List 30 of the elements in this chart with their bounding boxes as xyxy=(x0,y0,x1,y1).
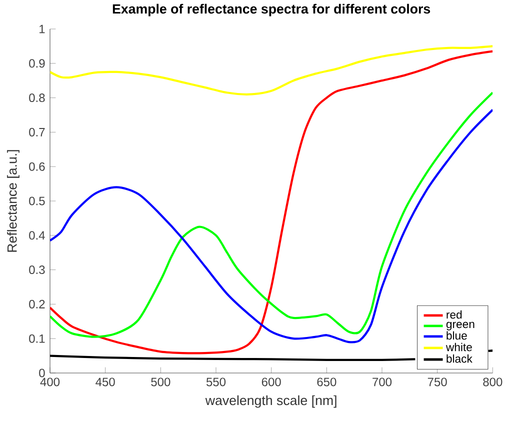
y-tick-label: 0.9 xyxy=(29,59,45,68)
x-tick-label: 800 xyxy=(483,378,502,386)
legend-label: black xyxy=(446,354,472,363)
line-series xyxy=(50,45,493,96)
y-tick-label: 0.3 xyxy=(29,266,45,274)
x-tick-label: 650 xyxy=(317,378,336,386)
legend-label: red xyxy=(446,310,462,319)
legend-label: green xyxy=(446,322,474,330)
x-tick-label: 550 xyxy=(206,378,226,386)
x-tick-label: 700 xyxy=(372,378,392,386)
chart-title: Example of reflectance spectra for different colors xyxy=(112,4,430,16)
y-tick-label: 0.1 xyxy=(29,334,45,343)
line-series xyxy=(50,50,493,354)
x-tick-label: 750 xyxy=(428,378,447,386)
y-tick-label: 0.6 xyxy=(29,162,45,171)
x-tick-label: 450 xyxy=(96,378,115,386)
x-tick-label: 600 xyxy=(262,378,281,386)
y-tick-label: 1 xyxy=(40,24,45,34)
y-tick-label: 0.7 xyxy=(29,128,45,136)
legend-label: blue xyxy=(446,331,467,340)
x-axis-title: wavelength scale [nm] xyxy=(205,395,336,408)
y-tick-label: 0.5 xyxy=(29,196,45,206)
x-tick-label: 500 xyxy=(151,378,170,386)
y-tick-label: 0.8 xyxy=(29,94,45,102)
y-tick-label: 0 xyxy=(39,368,45,378)
y-tick-label: 0.4 xyxy=(29,231,45,240)
y-axis-title: Reflectance [a.u.] xyxy=(7,150,20,252)
x-tick-label: 400 xyxy=(40,378,60,386)
y-tick-label: 0.2 xyxy=(29,300,45,308)
legend-label: white xyxy=(446,342,472,352)
